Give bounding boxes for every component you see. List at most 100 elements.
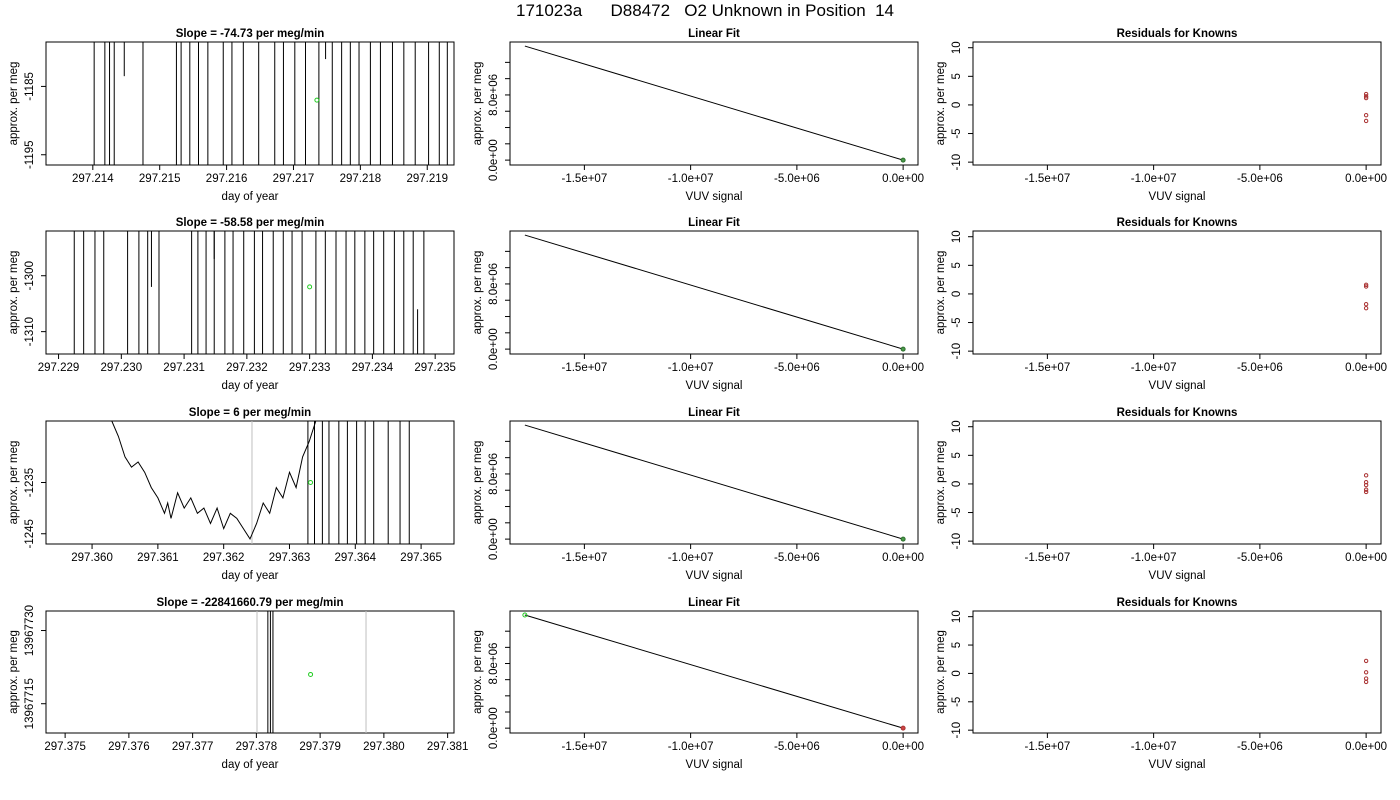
x-axis-label: VUV signal xyxy=(686,570,743,582)
x-tick-label: 297.230 xyxy=(101,362,143,374)
y-tick-label: 8.0e+06 xyxy=(488,74,500,116)
x-tick-label: -5.0e+06 xyxy=(774,173,820,185)
data-point xyxy=(307,284,313,290)
x-tick-label: -5.0e+06 xyxy=(1237,552,1283,564)
x-tick-label: 297.233 xyxy=(289,362,331,374)
y-tick-label: -10 xyxy=(951,154,963,171)
y-axis-label: approx. per meg xyxy=(472,441,484,525)
residual-point xyxy=(1363,302,1369,307)
panel-r2-c2: Residuals for Knowns -1.5e+07 -1.0e+07 -5.0… xyxy=(935,407,1387,582)
y-tick-label: -10 xyxy=(951,343,963,360)
data-point xyxy=(314,97,320,103)
x-tick-label: 297.378 xyxy=(236,741,278,753)
x-axis-label: VUV signal xyxy=(686,191,743,203)
y-tick-label: 10 xyxy=(951,230,963,243)
x-tick-label: 297.360 xyxy=(71,552,113,564)
y-tick-label: -10 xyxy=(951,722,963,739)
panel-r0-c1: Linear Fit -1.5e+07 -1.0e+07 -5.0e+06 0.0e+0… xyxy=(472,28,924,203)
x-tick-label: 297.235 xyxy=(414,362,456,374)
x-tick-label: 297.380 xyxy=(363,741,405,753)
plot-area xyxy=(256,611,367,733)
x-tick-label: 297.363 xyxy=(269,552,311,564)
x-tick-label: 297.361 xyxy=(137,552,179,564)
fit-line xyxy=(524,424,904,540)
x-tick-label: 297.375 xyxy=(44,741,86,753)
plot-frame xyxy=(45,41,455,166)
y-tick-label: 13967730 xyxy=(24,605,36,656)
x-tick-label: -1.0e+07 xyxy=(1131,552,1177,564)
y-tick-label: -1310 xyxy=(24,317,36,346)
y-tick-label: -10 xyxy=(951,533,963,550)
x-tick-label: 297.231 xyxy=(163,362,205,374)
plot-frame xyxy=(972,610,1382,734)
residual-point xyxy=(1363,91,1369,97)
x-tick-label: 297.364 xyxy=(335,552,377,564)
y-axis-label: approx. per meg xyxy=(935,441,947,525)
panel-r1-c1: Linear Fit -1.5e+07 -1.0e+07 -5.0e+06 0.0e+0… xyxy=(472,217,924,392)
x-tick-label: 0.0e+00 xyxy=(882,552,924,564)
y-tick-label: -5 xyxy=(951,317,963,327)
data-point xyxy=(900,536,906,542)
data-point xyxy=(308,480,314,485)
x-tick-label: 0.0e+00 xyxy=(1345,362,1387,374)
x-tick-label: 0.0e+00 xyxy=(882,173,924,185)
x-tick-label: -1.5e+07 xyxy=(1025,741,1071,753)
plot-area xyxy=(73,231,425,354)
y-tick-label: 0 xyxy=(951,102,963,108)
panel-title: Linear Fit xyxy=(688,407,740,419)
x-axis-label: VUV signal xyxy=(1149,759,1206,771)
y-axis-label: approx. per meg xyxy=(8,62,20,146)
y-axis-label: approx. per meg xyxy=(8,441,20,525)
x-tick-label: 297.365 xyxy=(400,552,442,564)
fit-line xyxy=(524,45,904,161)
plot-frame xyxy=(509,230,919,355)
y-axis-label: approx. per meg xyxy=(8,251,20,335)
x-tick-label: 297.232 xyxy=(226,362,268,374)
y-tick-label: 0 xyxy=(951,291,963,297)
residual-point xyxy=(1363,473,1369,478)
y-tick-label: 8.0e+06 xyxy=(488,643,500,685)
panel-title: Slope = -58.58 per meg/min xyxy=(176,217,325,229)
x-tick-label: 0.0e+00 xyxy=(1345,173,1387,185)
plot-frame xyxy=(972,41,1382,166)
x-tick-label: -1.0e+07 xyxy=(668,362,714,374)
x-tick-label: 297.381 xyxy=(427,741,469,753)
residual-point xyxy=(1363,480,1369,485)
x-tick-label: 297.379 xyxy=(299,741,341,753)
y-tick-label: 5 xyxy=(951,642,963,648)
data-point xyxy=(900,157,906,163)
x-axis-label: VUV signal xyxy=(1149,191,1206,203)
residual-point xyxy=(1363,94,1369,99)
plot-area xyxy=(524,424,904,540)
plot-frame xyxy=(509,420,919,545)
panel-r3-c0: Slope = -22841660.79 per meg/min 297.375 2… xyxy=(8,597,468,771)
x-tick-label: 297.362 xyxy=(203,552,245,564)
y-tick-label: 10 xyxy=(951,41,963,54)
y-tick-label: -1235 xyxy=(24,468,36,497)
panel-title: Residuals for Knowns xyxy=(1117,28,1238,40)
x-tick-label: -5.0e+06 xyxy=(774,741,820,753)
residual-point xyxy=(1363,306,1369,311)
x-tick-label: 297.216 xyxy=(206,173,248,185)
x-tick-label: 297.217 xyxy=(273,173,315,185)
x-axis-label: VUV signal xyxy=(686,380,743,392)
panel-title: Slope = -74.73 per meg/min xyxy=(176,28,325,40)
y-axis-label: approx. per meg xyxy=(935,630,947,714)
y-tick-label: 0 xyxy=(951,670,963,676)
y-tick-label: 0 xyxy=(951,481,963,487)
plot-frame xyxy=(45,420,455,545)
x-tick-label: 0.0e+00 xyxy=(882,741,924,753)
x-axis-label: VUV signal xyxy=(1149,570,1206,582)
x-axis-label: VUV signal xyxy=(686,759,743,771)
plot-area xyxy=(111,421,410,544)
panel-title: Residuals for Knowns xyxy=(1117,217,1238,229)
residual-point xyxy=(1363,95,1369,101)
residual-point xyxy=(1363,658,1369,664)
residual-point xyxy=(1363,487,1369,492)
x-tick-label: 297.377 xyxy=(172,741,214,753)
x-tick-label: -1.0e+07 xyxy=(668,552,714,564)
y-tick-label: 10 xyxy=(951,610,963,623)
y-tick-label: 8.0e+06 xyxy=(488,453,500,495)
data-point xyxy=(308,671,314,677)
